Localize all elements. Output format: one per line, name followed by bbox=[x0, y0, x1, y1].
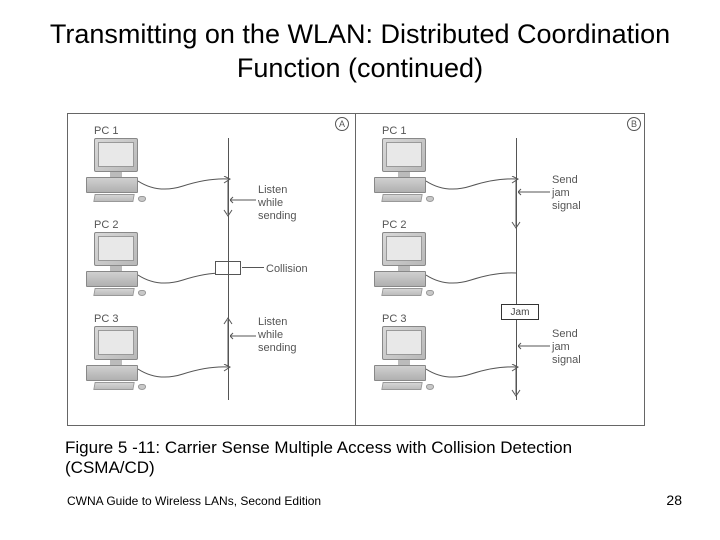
pc-a2-label: PC 2 bbox=[94, 219, 118, 231]
page-number: 28 bbox=[666, 492, 682, 508]
tower-icon bbox=[86, 177, 138, 193]
collision-pointer bbox=[242, 267, 264, 268]
wire-a1 bbox=[138, 176, 233, 196]
annot-a-ptr1 bbox=[230, 196, 258, 204]
wire-a3 bbox=[138, 364, 233, 384]
wire-b2 bbox=[426, 270, 521, 290]
diagram-frame: A PC 1 PC 2 PC 3 bbox=[67, 113, 645, 426]
monitor-icon bbox=[94, 138, 138, 172]
panel-b: B PC 1 PC 2 PC 3 Jam Send jam signal bbox=[356, 114, 644, 425]
annot-a-ptr3 bbox=[230, 332, 258, 340]
figure-caption: Figure 5 -11: Carrier Sense Multiple Acc… bbox=[65, 438, 650, 479]
slide-title: Transmitting on the WLAN: Distributed Co… bbox=[0, 0, 720, 92]
panel-a-badge: A bbox=[335, 117, 349, 131]
wire-b1 bbox=[426, 176, 521, 196]
collision-box bbox=[215, 261, 241, 275]
arrow-a3-up bbox=[223, 314, 233, 366]
annot-b-jam-top: Send jam signal bbox=[552, 174, 581, 214]
arrow-b3-down bbox=[511, 366, 521, 400]
wire-b3 bbox=[426, 364, 521, 384]
annot-a-listen-bottom: Listen while sending bbox=[258, 316, 297, 356]
pc-a3-label: PC 3 bbox=[94, 313, 118, 325]
mouse-icon bbox=[138, 196, 146, 202]
pc-a2: PC 2 bbox=[86, 232, 151, 302]
pc-b2: PC 2 bbox=[374, 232, 439, 302]
pc-b1: PC 1 bbox=[374, 138, 439, 208]
pc-a3: PC 3 bbox=[86, 326, 151, 396]
annot-b-ptr3 bbox=[518, 342, 552, 350]
pc-a1-label: PC 1 bbox=[94, 125, 118, 137]
annot-b-ptr1 bbox=[518, 188, 552, 196]
pc-a1: PC 1 bbox=[86, 138, 151, 208]
annot-a-listen-top: Listen while sending bbox=[258, 184, 297, 224]
keyboard-icon bbox=[93, 194, 134, 202]
footer-text: CWNA Guide to Wireless LANs, Second Edit… bbox=[67, 494, 321, 508]
pc-b2-label: PC 2 bbox=[382, 219, 406, 231]
panel-b-badge: B bbox=[627, 117, 641, 131]
annot-a-collision: Collision bbox=[266, 263, 308, 276]
panel-a: A PC 1 PC 2 PC 3 bbox=[68, 114, 356, 425]
jam-box: Jam bbox=[501, 304, 539, 320]
pc-b1-label: PC 1 bbox=[382, 125, 406, 137]
pc-b3: PC 3 bbox=[374, 326, 439, 396]
pc-b3-label: PC 3 bbox=[382, 313, 406, 325]
annot-b-jam-bottom: Send jam signal bbox=[552, 328, 581, 368]
